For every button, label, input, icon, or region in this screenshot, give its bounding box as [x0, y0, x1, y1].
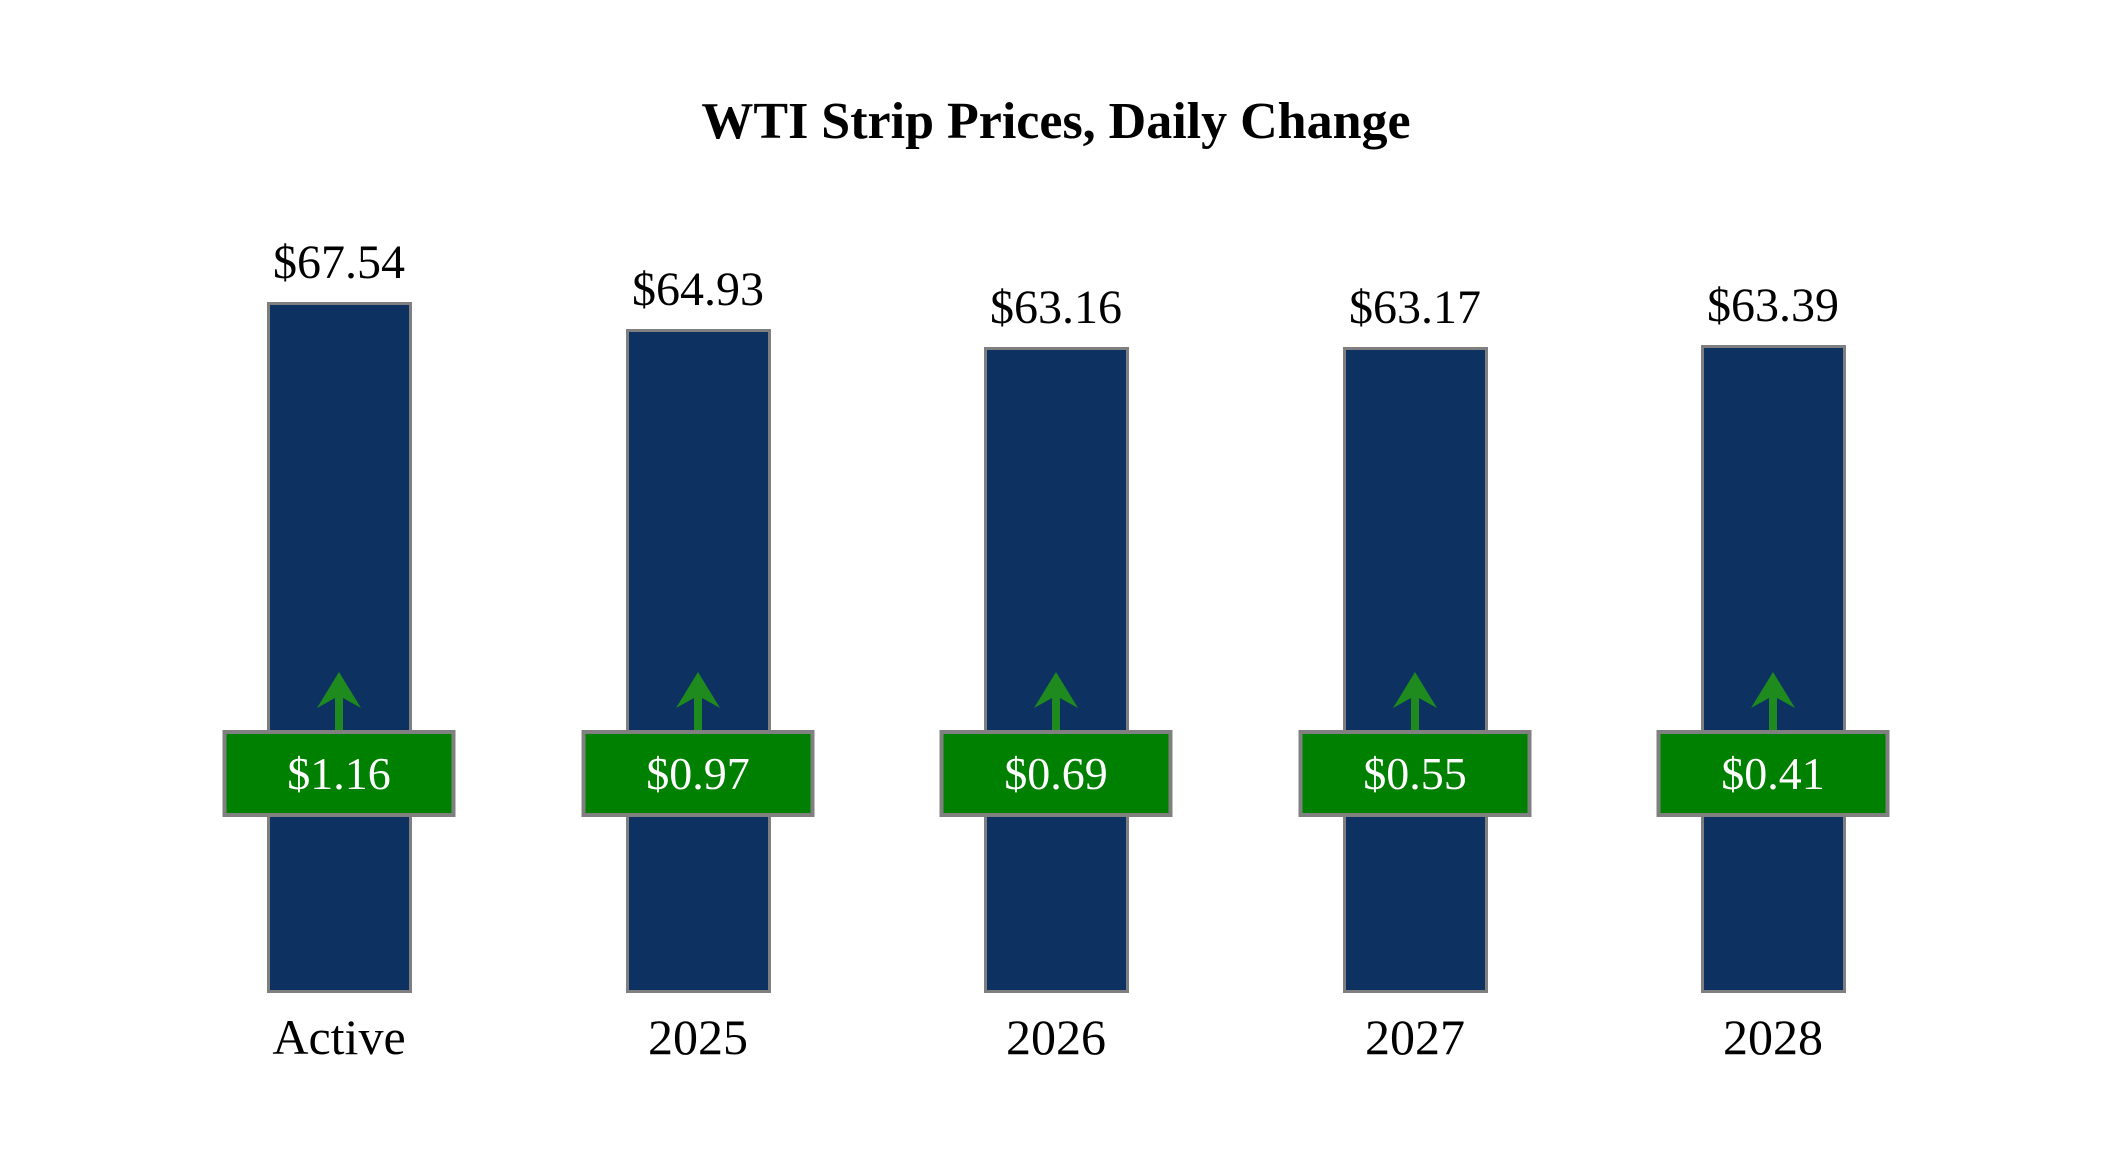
strip-price-label: $63.17	[1349, 281, 1481, 335]
daily-change-value: $0.55	[1363, 747, 1467, 799]
daily-change-badge: $1.16	[222, 730, 456, 817]
price-bar-active	[266, 302, 412, 993]
price-bar-2025	[625, 329, 771, 993]
category-label: 2026	[1006, 1009, 1106, 1065]
up-arrow-icon	[1393, 672, 1437, 730]
up-arrow-icon	[1034, 672, 1078, 730]
bar-column-2026: $63.16 2026 $0.69	[936, 281, 1176, 1067]
category-label: 2027	[1365, 1009, 1465, 1065]
strip-price-label: $64.93	[632, 263, 764, 317]
daily-change-value: $0.69	[1004, 747, 1108, 799]
category-label: 2028	[1723, 1009, 1823, 1065]
daily-change-value: $1.16	[287, 747, 391, 799]
daily-change-badge: $0.69	[939, 730, 1173, 817]
price-bar-2026	[983, 347, 1129, 993]
up-arrow-icon	[317, 672, 361, 730]
category-label: Active	[272, 1009, 406, 1065]
bar-column-2025: $64.93 2025 $0.97	[578, 263, 818, 1067]
strip-price-label: $67.54	[273, 236, 405, 290]
daily-change-badge: $0.55	[1298, 730, 1532, 817]
daily-change-value: $0.97	[646, 747, 750, 799]
daily-change-value: $0.41	[1721, 747, 1825, 799]
strip-price-label: $63.39	[1707, 279, 1839, 333]
bar-column-2028: $63.39 2028 $0.41	[1653, 279, 1893, 1067]
price-bar-2028	[1700, 345, 1846, 993]
category-label: 2025	[648, 1009, 748, 1065]
up-arrow-icon	[676, 672, 720, 730]
strip-price-label: $63.16	[990, 281, 1122, 335]
bar-column-active: $67.54 Active $1.16	[219, 236, 459, 1067]
daily-change-badge: $0.97	[581, 730, 815, 817]
bar-column-2027: $63.17 2027 $0.55	[1295, 281, 1535, 1067]
chart-title: WTI Strip Prices, Daily Change	[701, 93, 1411, 150]
daily-change-badge: $0.41	[1656, 730, 1890, 817]
up-arrow-icon	[1751, 672, 1795, 730]
price-bar-2027	[1342, 347, 1488, 993]
